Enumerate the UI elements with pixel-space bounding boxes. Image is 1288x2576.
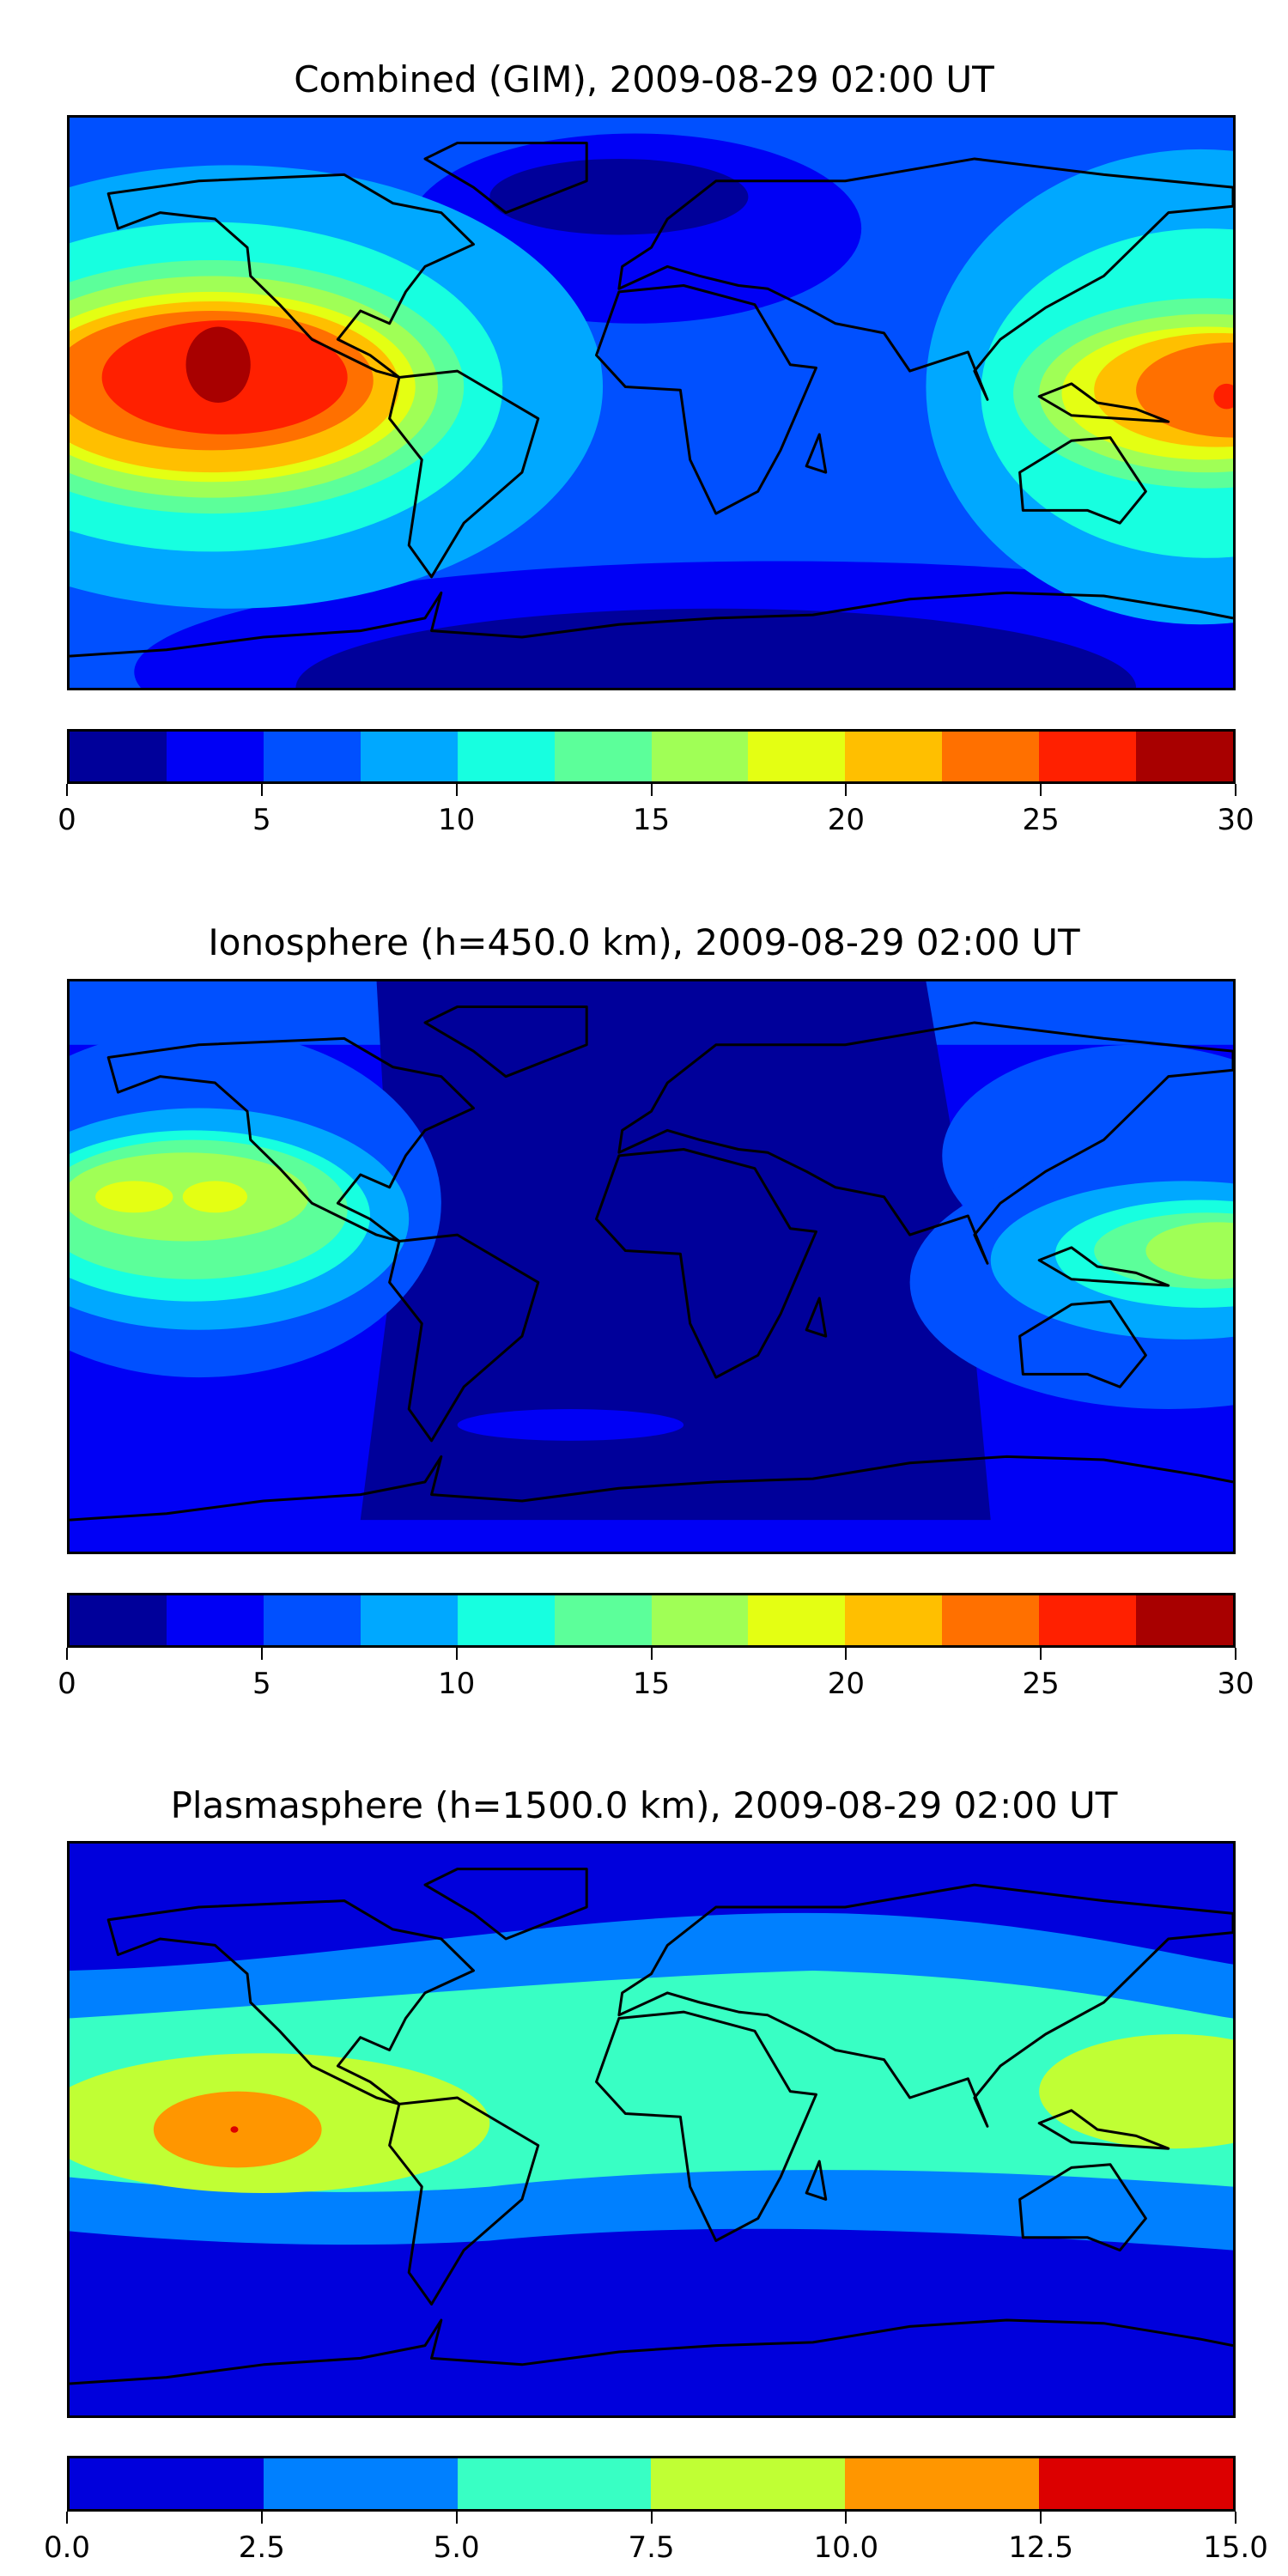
colorbar-level-11	[1136, 1595, 1234, 1645]
colorbar-level-4	[457, 732, 555, 781]
colorbar-level-8	[845, 732, 943, 781]
colorbar-tick-mark	[1235, 2512, 1236, 2524]
colorbar-tick-label: 5	[252, 803, 271, 837]
colorbar-level-6	[651, 1595, 749, 1645]
colorbar-level-7	[748, 1595, 846, 1645]
panel-title-ionosphere: Ionosphere (h=450.0 km), 2009-08-29 02:0…	[208, 921, 1080, 963]
colorbar-level-0	[70, 1595, 167, 1645]
colorbar-level-1	[166, 732, 264, 781]
colorbar-tick-label: 12.5	[1008, 2530, 1074, 2565]
colorbar-combined	[67, 729, 1236, 784]
colorbar-tick-mark	[1040, 1648, 1042, 1660]
colorbar-ticks-ionosphere: 0 5 10 15 20 25 30	[58, 1648, 1255, 1701]
colorbar-tick-mark	[1235, 784, 1236, 796]
colorbar-tick-label: 25	[1022, 803, 1060, 837]
colorbar-level-9	[942, 732, 1040, 781]
colorbar-level-10	[1039, 1595, 1137, 1645]
colorbar-level-4	[845, 2458, 1040, 2509]
colorbar-tick-label: 20	[827, 803, 865, 837]
colorbar-tick-label: 10	[438, 803, 476, 837]
colorbar-tick-mark	[66, 1648, 68, 1660]
colorbar-tick-mark	[845, 2512, 848, 2524]
colorbar-tick-label: 0.0	[43, 2530, 91, 2565]
colorbar-level-5	[554, 1595, 652, 1645]
colorbar-level-8	[845, 1595, 943, 1645]
colorbar-level-9	[942, 1595, 1040, 1645]
colorbar-tick-label: 30	[1217, 1667, 1255, 1701]
colorbar-ionosphere	[67, 1593, 1236, 1648]
colorbar-level-2	[263, 732, 361, 781]
colorbar-tick-mark	[650, 1648, 653, 1660]
colorbar-level-5	[554, 732, 652, 781]
colorbar-tick-label: 15	[632, 1667, 671, 1701]
colorbar-level-0	[70, 732, 167, 781]
colorbar-level-1	[166, 1595, 264, 1645]
colorbar-tick-label: 7.5	[628, 2530, 675, 2565]
colorbar-level-3	[360, 1595, 458, 1645]
panel-title-plasmasphere: Plasmasphere (h=1500.0 km), 2009-08-29 0…	[170, 1784, 1118, 1826]
colorbar-tick-label: 2.5	[238, 2530, 285, 2565]
colorbar-ticks-plasmasphere: 0.0 2.5 5.0 7.5 10.0 12.5 15.0	[44, 2512, 1268, 2565]
colorbar-level-4	[457, 1595, 555, 1645]
colorbar-level-6	[651, 732, 749, 781]
colorbar-level-11	[1136, 732, 1234, 781]
colorbar-level-0	[70, 2458, 264, 2509]
colorbar-tick-mark	[260, 784, 263, 796]
colorbar-tick-label: 5	[252, 1667, 271, 1701]
colorbar-tick-label: 10.0	[813, 2530, 879, 2565]
colorbar-tick-label: 10	[438, 1667, 476, 1701]
colorbar-level-5	[1039, 2458, 1233, 2509]
colorbar-tick-label: 15	[632, 803, 671, 837]
colorbar-tick-mark	[650, 2512, 653, 2524]
colorbar-tick-mark	[1235, 1648, 1236, 1660]
colorbar-tick-mark	[455, 784, 458, 796]
colorbar-tick-mark	[260, 2512, 263, 2524]
colorbar-level-7	[748, 732, 846, 781]
colorbar-ticks-combined: 0 5 10 15 20 25 30	[58, 784, 1255, 837]
colorbar-tick-mark	[1040, 2512, 1042, 2524]
map-plasmasphere	[67, 1841, 1236, 2418]
colorbar-tick-mark	[260, 1648, 263, 1660]
colorbar-tick-mark	[845, 1648, 848, 1660]
colorbar-tick-mark	[66, 784, 68, 796]
colorbar-tick-label: 0	[58, 803, 76, 837]
colorbar-tick-label: 5.0	[433, 2530, 480, 2565]
colorbar-tick-label: 30	[1217, 803, 1255, 837]
map-combined	[67, 115, 1236, 690]
colorbar-level-3	[360, 732, 458, 781]
colorbar-tick-label: 20	[827, 1667, 865, 1701]
colorbar-tick-mark	[455, 2512, 458, 2524]
colorbar-level-10	[1039, 732, 1137, 781]
colorbar-tick-mark	[455, 1648, 458, 1660]
colorbar-tick-mark	[66, 2512, 68, 2524]
colorbar-tick-mark	[1040, 784, 1042, 796]
colorbar-tick-label: 0	[58, 1667, 76, 1701]
panel-title-combined: Combined (GIM), 2009-08-29 02:00 UT	[294, 58, 994, 100]
colorbar-level-1	[263, 2458, 458, 2509]
colorbar-tick-label: 25	[1022, 1667, 1060, 1701]
colorbar-tick-label: 15.0	[1203, 2530, 1268, 2565]
colorbar-level-2	[457, 2458, 652, 2509]
colorbar-level-3	[651, 2458, 846, 2509]
colorbar-level-2	[263, 1595, 361, 1645]
map-ionosphere	[67, 979, 1236, 1554]
colorbar-tick-mark	[650, 784, 653, 796]
colorbar-plasmasphere	[67, 2456, 1236, 2512]
colorbar-tick-mark	[845, 784, 848, 796]
